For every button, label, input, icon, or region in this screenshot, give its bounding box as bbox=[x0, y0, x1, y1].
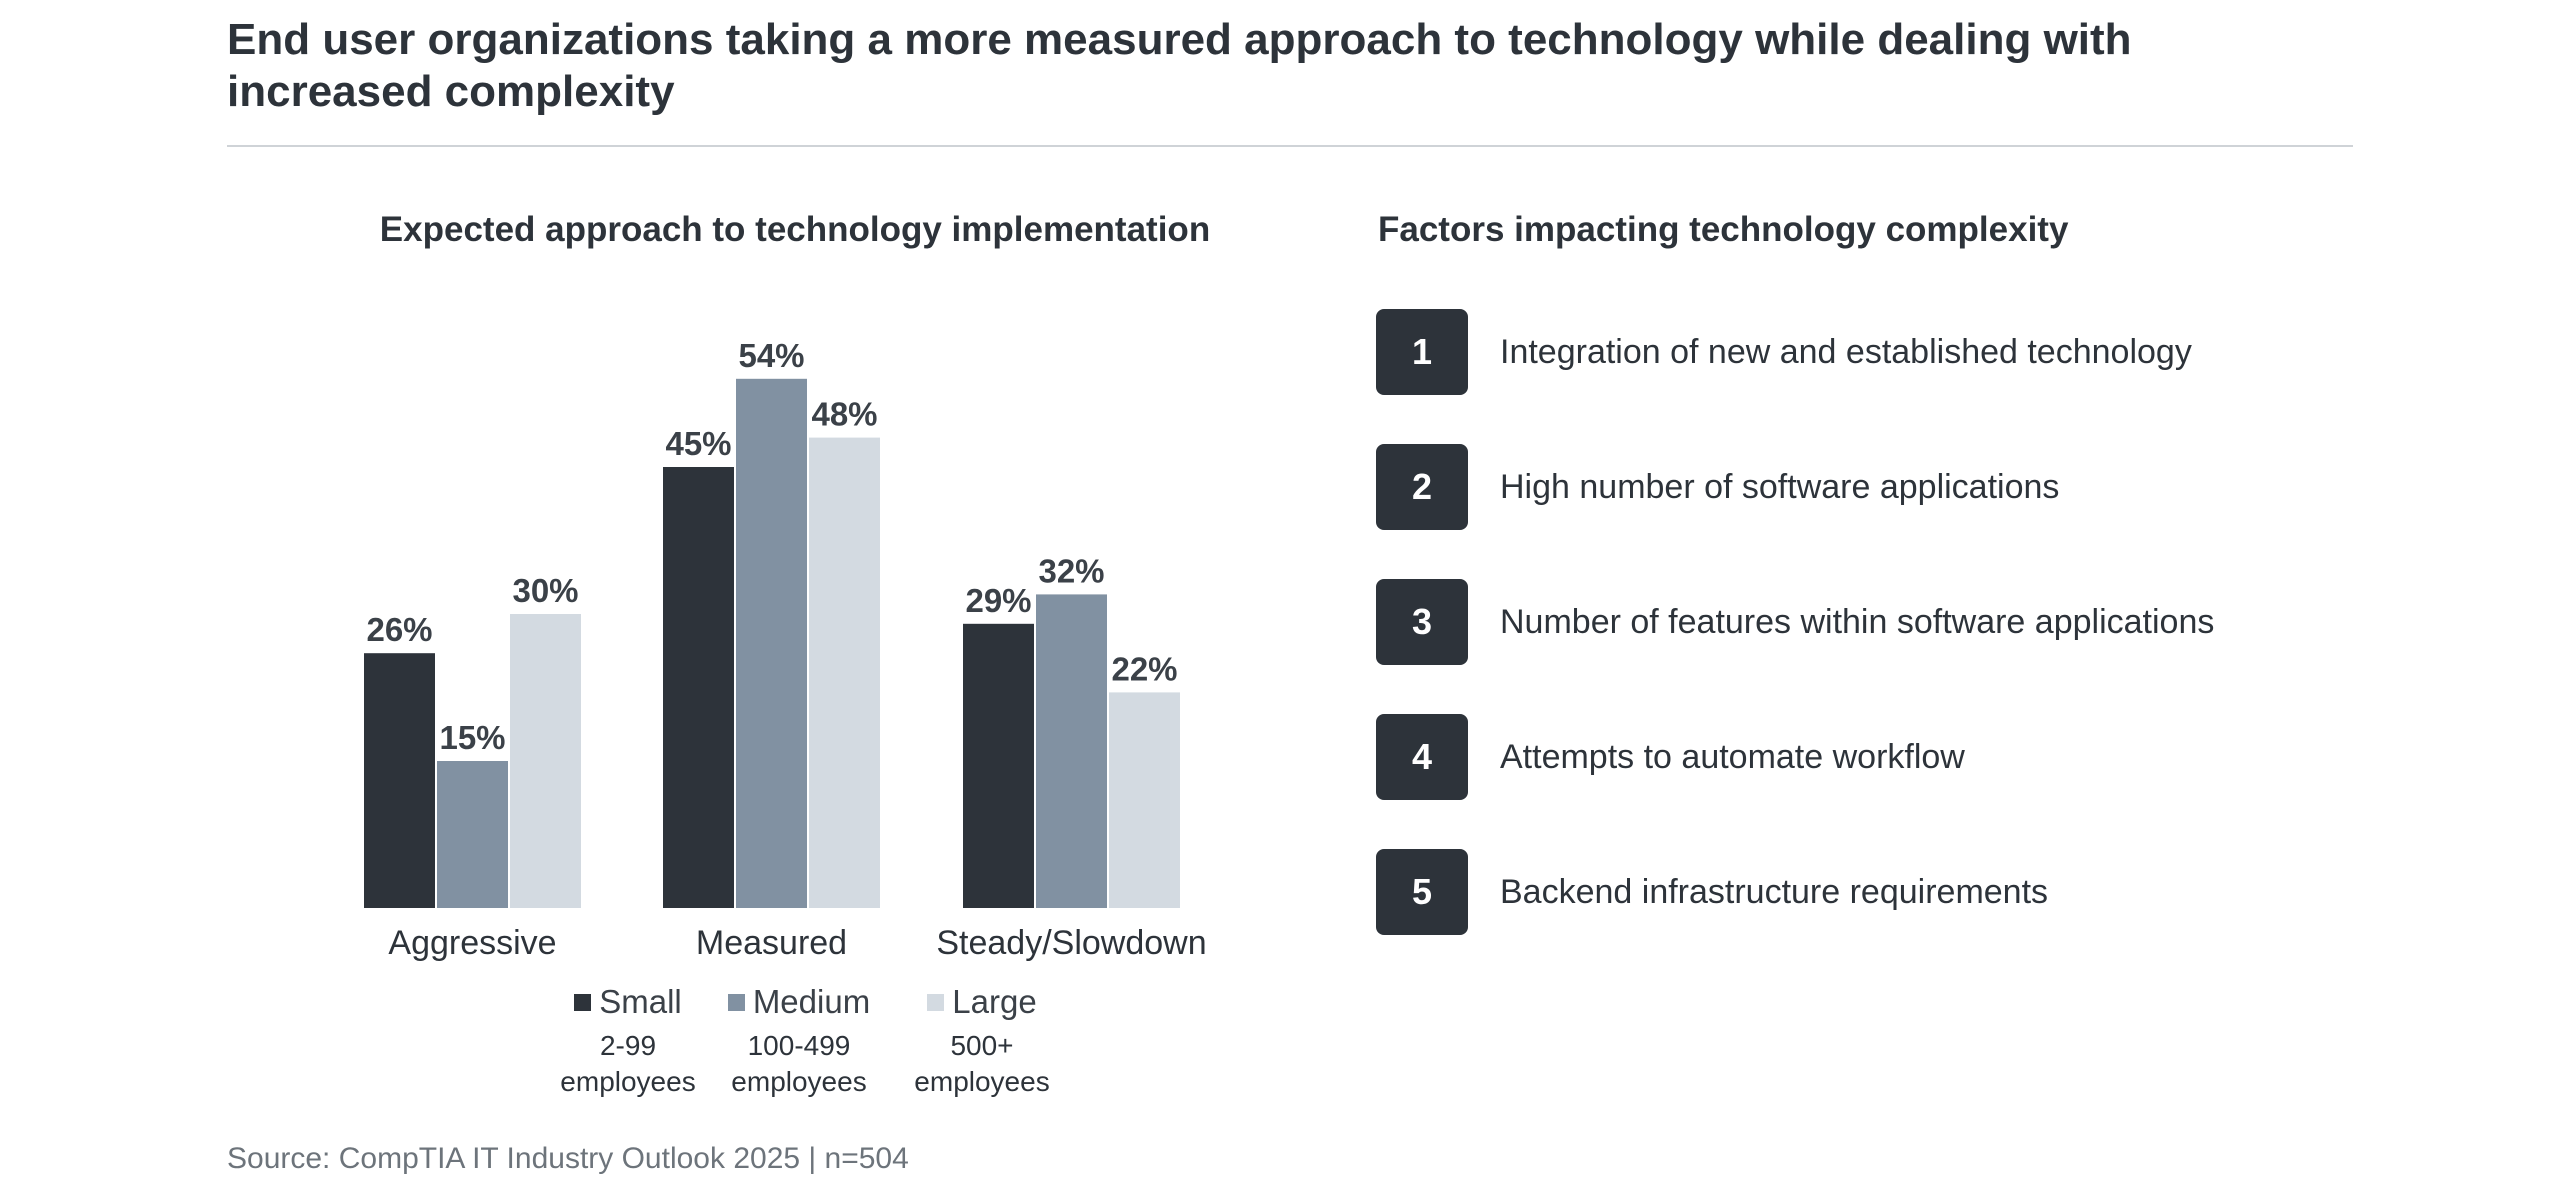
page-title: End user organizations taking a more mea… bbox=[227, 15, 2132, 116]
factor-label: High number of software applications bbox=[1500, 468, 2060, 506]
legend-swatch-large bbox=[927, 994, 945, 1011]
factor-item-2: 2 High number of software applications bbox=[1376, 444, 2376, 530]
legend-swatch-medium bbox=[727, 994, 745, 1011]
bar-aggressive-medium bbox=[437, 761, 508, 908]
factor-label: Attempts to automate workflow bbox=[1500, 738, 1965, 776]
legend-sub-large-range: 500+ bbox=[950, 1030, 1014, 1061]
category-label-steady-slowdown: Steady/Slowdown bbox=[936, 924, 1206, 962]
data-label-aggressive-medium: 15% bbox=[439, 719, 505, 756]
factor-label: Backend infrastructure requirements bbox=[1500, 873, 2049, 911]
category-label-aggressive: Aggressive bbox=[388, 924, 556, 962]
legend-item-small: Small 2-99 employees bbox=[518, 982, 738, 1100]
factor-item-5: 5 Backend infrastructure requirements bbox=[1376, 849, 2376, 935]
bar-measured-medium bbox=[736, 378, 807, 908]
chart-title: Expected approach to technology implemen… bbox=[379, 210, 1211, 249]
legend-item-large: Large 500+ employees bbox=[872, 982, 1092, 1100]
bar-aggressive-small bbox=[364, 653, 435, 908]
bar-steady-slowdown-large bbox=[1109, 692, 1180, 908]
data-label-aggressive-small: 26% bbox=[366, 611, 432, 648]
legend-label-medium: Medium bbox=[752, 983, 871, 1020]
legend-swatch-small bbox=[574, 994, 592, 1011]
data-label-measured-large: 48% bbox=[811, 396, 877, 433]
data-label-steady-slowdown-medium: 32% bbox=[1038, 552, 1104, 589]
legend-sub-medium-range: 100-499 bbox=[747, 1030, 851, 1061]
factor-label: Integration of new and established techn… bbox=[1500, 333, 2192, 371]
legend-label-small: Small bbox=[599, 983, 682, 1020]
data-label-measured-small: 45% bbox=[665, 425, 731, 462]
bar-aggressive-large bbox=[510, 614, 581, 908]
data-label-measured-medium: 54% bbox=[738, 337, 804, 374]
legend-item-medium: Medium 100-499 employees bbox=[689, 982, 909, 1100]
factor-number-badge: 2 bbox=[1376, 444, 1468, 530]
data-label-aggressive-large: 30% bbox=[512, 572, 578, 609]
factor-number-badge: 4 bbox=[1376, 714, 1468, 800]
legend-label-large: Large bbox=[952, 983, 1037, 1020]
bar-measured-large bbox=[809, 437, 880, 908]
factor-number-badge: 3 bbox=[1376, 579, 1468, 665]
factor-item-3: 3 Number of features within software app… bbox=[1376, 579, 2376, 665]
source-note: Source: CompTIA IT Industry Outlook 2025… bbox=[227, 1142, 909, 1175]
title-divider bbox=[227, 145, 2353, 147]
legend-sub-medium-unit: employees bbox=[731, 1066, 867, 1097]
bar-steady-slowdown-medium bbox=[1036, 594, 1107, 908]
data-label-steady-slowdown-large: 22% bbox=[1111, 650, 1177, 687]
factor-label: Number of features within software appli… bbox=[1500, 603, 2215, 641]
category-label-measured: Measured bbox=[696, 924, 847, 962]
bar-steady-slowdown-small bbox=[963, 623, 1034, 908]
legend-sub-small-unit: employees bbox=[560, 1066, 696, 1097]
legend-sub-large-unit: employees bbox=[914, 1066, 1050, 1097]
data-label-steady-slowdown-small: 29% bbox=[965, 582, 1031, 619]
legend-sub-small-range: 2-99 bbox=[599, 1030, 657, 1061]
factor-number-badge: 1 bbox=[1376, 309, 1468, 395]
factors-title: Factors impacting technology complexity bbox=[1378, 210, 2069, 249]
factor-item-1: 1 Integration of new and established tec… bbox=[1376, 309, 2376, 395]
factor-number-badge: 5 bbox=[1376, 849, 1468, 935]
bar-measured-small bbox=[663, 467, 734, 908]
factor-item-4: 4 Attempts to automate workflow bbox=[1376, 714, 2376, 800]
